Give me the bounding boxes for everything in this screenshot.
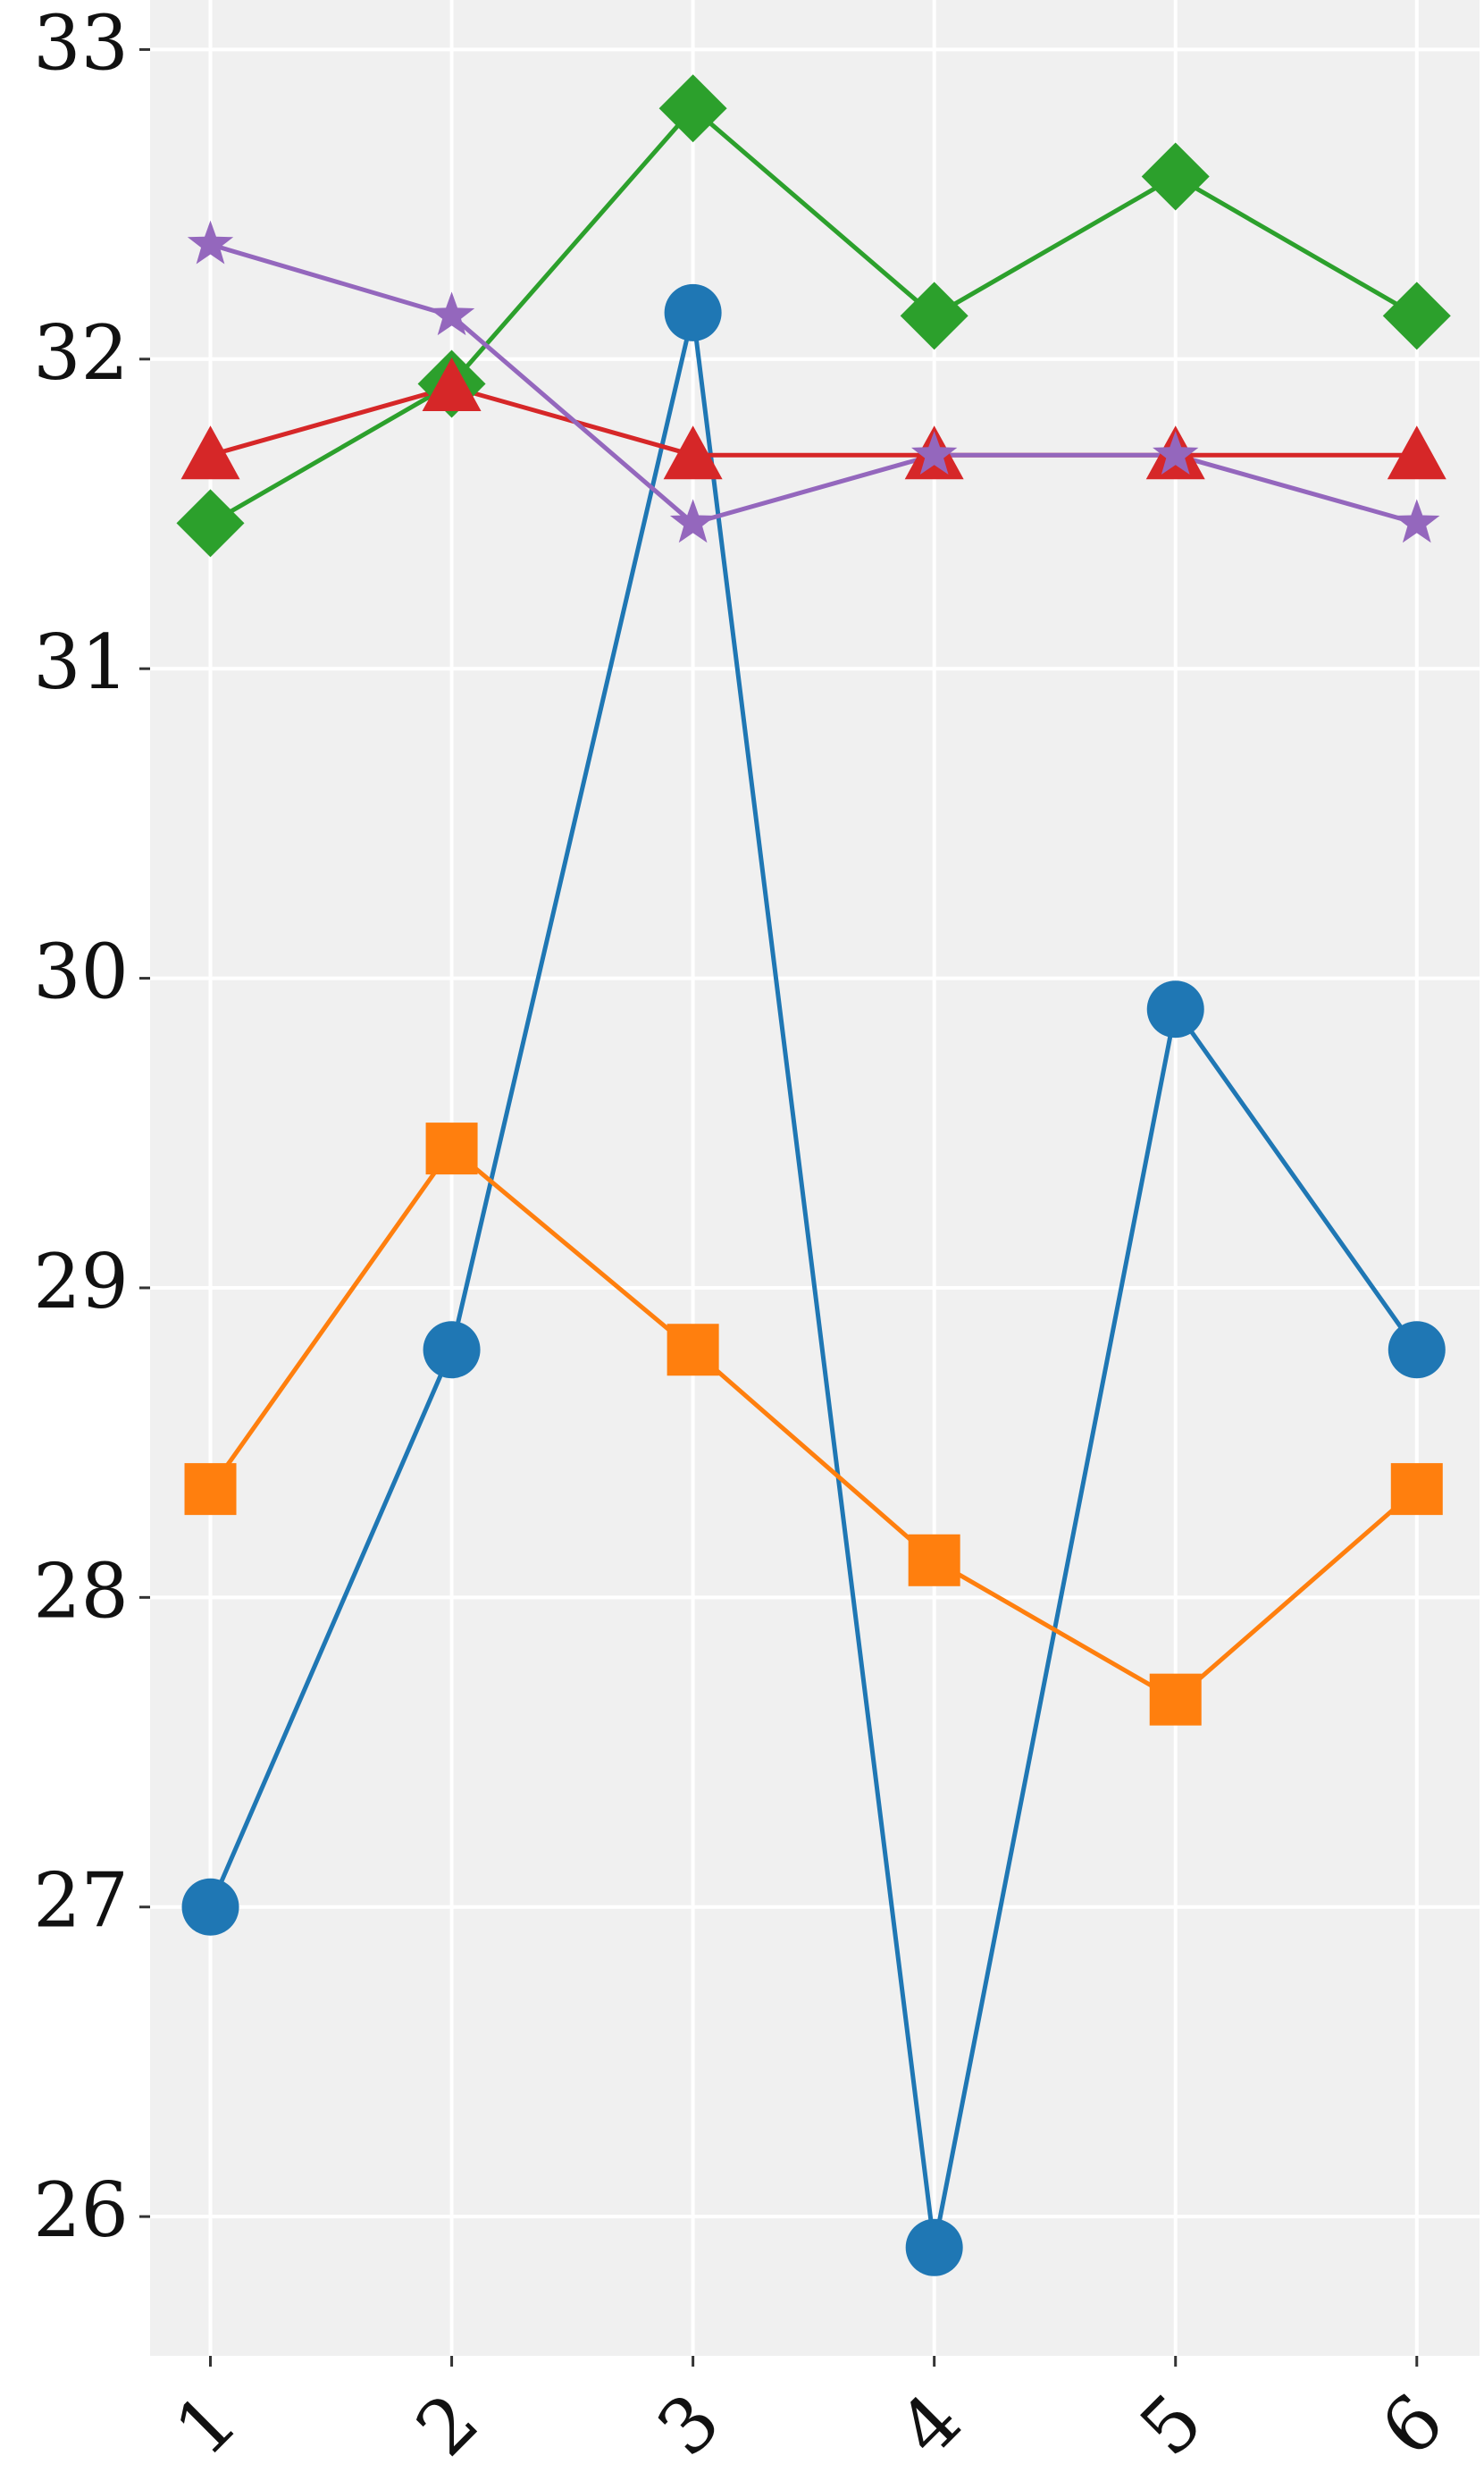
x-tick-label: 5 [1123, 2377, 1219, 2473]
marker [1382, 282, 1451, 350]
x-tick-label: 3 [641, 2377, 736, 2473]
y-tick-label: 28 [33, 1547, 129, 1635]
x-tick-label: 6 [1364, 2377, 1460, 2473]
marker [908, 1534, 960, 1586]
y-tick-label: 32 [33, 309, 129, 397]
plot-background [150, 0, 1480, 2356]
x-tick-label: 1 [158, 2377, 254, 2473]
series-line [208, 1145, 1419, 1703]
marker [1141, 142, 1210, 211]
marker [1387, 425, 1446, 480]
marker [1149, 1673, 1202, 1726]
marker [905, 2218, 963, 2276]
marker [667, 1324, 719, 1376]
marker [669, 499, 717, 543]
x-tick-label: 4 [882, 2377, 977, 2473]
marker [184, 1463, 237, 1516]
y-tick-label: 26 [33, 2166, 129, 2254]
series-line [208, 312, 1419, 2249]
marker [1394, 499, 1440, 543]
y-tick-label: 33 [33, 0, 129, 87]
marker [423, 1321, 481, 1379]
marker [422, 357, 482, 411]
y-tick-label: 29 [33, 1238, 129, 1325]
marker [658, 74, 727, 143]
x-tick-label: 2 [399, 2377, 495, 2473]
y-tick-label: 27 [33, 1857, 129, 1945]
marker [1388, 1321, 1446, 1379]
marker [180, 425, 240, 480]
y-tick-label: 31 [33, 618, 129, 706]
series-line [209, 384, 1417, 458]
marker [1390, 1463, 1443, 1516]
marker [181, 1878, 239, 1936]
series-line [209, 242, 1418, 526]
marker [425, 1123, 478, 1175]
marker [187, 220, 234, 265]
marker [910, 431, 958, 475]
marker [176, 489, 245, 558]
series-line [209, 105, 1419, 526]
marker [663, 425, 723, 480]
y-tick-label: 30 [33, 929, 129, 1016]
marker [1146, 980, 1204, 1039]
marker [428, 291, 475, 336]
marker [664, 283, 722, 341]
marker [1153, 431, 1199, 475]
marker [900, 282, 968, 350]
